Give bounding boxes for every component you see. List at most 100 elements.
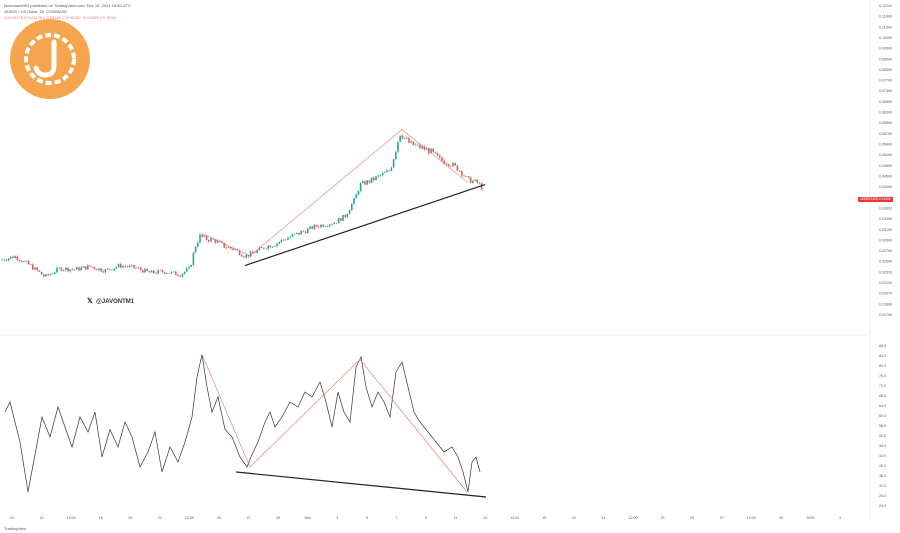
watermark: 𝕏 @JAVONTM1 [87, 297, 135, 305]
oscillator-tick-label: 80.0 [879, 364, 886, 368]
candle-body [199, 234, 201, 243]
price-tick-label: 0.07700 [879, 79, 892, 83]
price-axis: 0.12240 0.11900 0.11000 0.10000 0.09500 0.090… [879, 4, 892, 317]
candle-body [58, 267, 60, 269]
candle-body [417, 144, 419, 146]
candle-body [122, 265, 124, 268]
candle-body [392, 159, 395, 168]
candle-body [128, 265, 131, 268]
candle-body [192, 252, 195, 265]
candle-body [115, 267, 118, 269]
candle-body [454, 162, 456, 166]
oscillator-tick-label: 36.0 [879, 474, 886, 478]
candle-body [111, 269, 113, 271]
time-tick-label: 27 [247, 516, 251, 520]
candle-body [450, 165, 452, 167]
candle-body [12, 256, 14, 259]
oscillator-tick-label: 68.0 [879, 394, 886, 398]
candle-body [414, 144, 417, 146]
candle-body [137, 267, 140, 269]
price-tick-label: 0.01860 [879, 302, 892, 306]
time-tick-label: 21 [601, 516, 605, 520]
candle-body [384, 172, 386, 173]
candle-body [346, 213, 349, 218]
candle-body [170, 271, 173, 274]
candle-body [186, 268, 188, 272]
candle-body [5, 260, 8, 261]
price-tick-label: 0.04800 [879, 164, 892, 168]
candle-body [366, 180, 368, 185]
candle-body [412, 141, 415, 146]
oscillator-tick-label: 60.0 [879, 414, 886, 418]
oscillator-tick-label: 24.0 [879, 504, 886, 508]
time-tick-label: 13 [483, 516, 487, 520]
candle-body [27, 260, 30, 265]
candle-body [256, 250, 258, 254]
time-tick-label: 11 [454, 516, 458, 520]
candle-body [300, 231, 302, 235]
candle-body [331, 224, 333, 225]
candle-body [465, 176, 467, 177]
time-tick-label: 30 [779, 516, 783, 520]
candle-body [69, 269, 71, 272]
candle-body [219, 240, 221, 242]
candle-body [267, 245, 269, 249]
time-tick-label: 25 [217, 516, 221, 520]
candle-body [54, 272, 56, 274]
oscillator-tick-label: 32.0 [879, 484, 886, 488]
candle-body [1, 259, 3, 261]
candle-body [447, 164, 450, 166]
candle-body [364, 181, 366, 185]
candle-body [436, 152, 439, 156]
candle-body [201, 234, 203, 237]
oscillator-line [4, 354, 481, 493]
price-tick-label: 0.11900 [879, 15, 892, 19]
candle-body [161, 270, 164, 273]
time-tick-label: 12:00 [67, 516, 76, 520]
candle-body [208, 239, 210, 242]
candle-body [296, 232, 298, 234]
price-tick-label: 0.01765 [879, 313, 892, 317]
watermark-handle: @JAVONTM1 [96, 299, 135, 305]
candle-body [76, 267, 78, 270]
candle-body [71, 269, 74, 270]
candle-body [25, 260, 27, 262]
oscillator-tick-label: 88.0 [879, 344, 886, 348]
time-axis: 12 13 12:00 18 20 22 12:00 25 27 29 Dec 3 5 7 9 11 13 12:… [10, 516, 841, 520]
oscillator-tick-label: 72.0 [879, 384, 886, 388]
candle-body [375, 176, 377, 181]
time-tick-label: 13 [40, 516, 44, 520]
candle-body [216, 240, 219, 243]
candle-body [472, 180, 474, 183]
time-tick-label: 15 [542, 516, 546, 520]
candle-body [43, 274, 45, 277]
candle-body [434, 151, 437, 153]
candle-body [60, 267, 63, 271]
candle-body [254, 252, 256, 254]
candle-body [474, 179, 476, 181]
candle-body [419, 144, 421, 149]
candle-body [80, 267, 82, 271]
candle-body [263, 247, 265, 249]
candle-body [45, 274, 47, 277]
time-tick-label: 12:00 [185, 516, 194, 520]
candle-body [210, 238, 212, 242]
candle-body [289, 236, 291, 238]
time-tick-label: 5 [366, 516, 368, 520]
candle-body [150, 270, 153, 273]
price-tick-label: 0.05100 [879, 153, 892, 157]
candle-body [368, 180, 371, 183]
oscillator-pattern-line [201, 354, 468, 493]
candle-body [370, 177, 373, 183]
price-tick-label: 0.02700 [879, 249, 892, 253]
chart-header: javonmartin93 published on TradingView.c… [4, 3, 131, 21]
candle-body [243, 256, 245, 258]
candle-body [362, 181, 364, 183]
candle-body [326, 226, 329, 227]
candle-body [232, 248, 234, 250]
candle-body [238, 250, 241, 256]
candle-body [458, 170, 461, 172]
candle-body [397, 142, 399, 152]
candle-body [197, 242, 199, 247]
